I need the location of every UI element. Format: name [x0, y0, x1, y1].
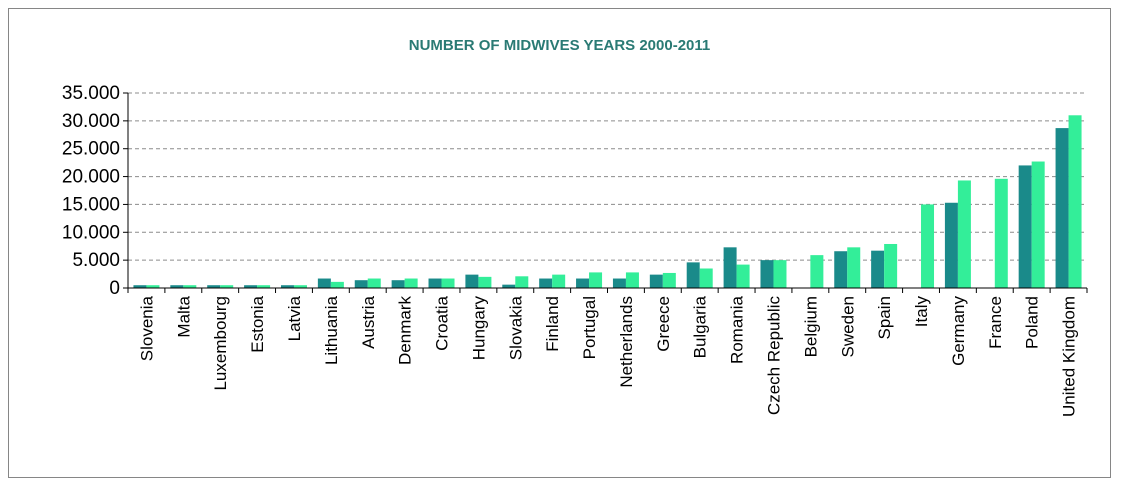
category-label: Estonia: [248, 295, 267, 352]
bar-dark: [465, 274, 479, 288]
bar-light: [1068, 115, 1082, 289]
category-label: Germany: [949, 296, 968, 366]
bar-light: [625, 272, 639, 288]
category-label: Finland: [543, 296, 562, 352]
category-label: Italy: [912, 296, 931, 328]
bar-light: [921, 204, 935, 288]
bar-light: [441, 278, 455, 288]
category-label: Romania: [728, 295, 747, 364]
category-label: United Kingdom: [1060, 296, 1079, 417]
bar-light: [589, 272, 603, 288]
category-label: Austria: [359, 295, 378, 348]
category-label: Slovakia: [506, 295, 525, 360]
bar-dark: [723, 247, 737, 288]
category-label: Denmark: [396, 296, 415, 365]
bar-light: [552, 274, 566, 288]
bar-light: [257, 285, 271, 288]
category-label: Lithuania: [322, 295, 341, 365]
bar-light: [220, 285, 234, 288]
category-label: Belgium: [801, 296, 820, 357]
bar-light: [810, 255, 824, 288]
bar-dark: [871, 250, 885, 288]
bar-light: [736, 264, 750, 288]
bar-light: [330, 281, 344, 288]
bar-light: [404, 278, 418, 288]
category-label: Hungary: [469, 296, 488, 361]
chart-title: NUMBER OF MIDWIVES YEARS 2000-2011: [408, 37, 711, 54]
bar-dark: [502, 284, 516, 288]
category-label: Latvia: [285, 295, 304, 341]
y-tick-label: 30.000: [62, 111, 120, 132]
bar-light: [367, 278, 381, 288]
bar-dark: [280, 285, 294, 288]
bar-light: [773, 260, 787, 288]
bar-light: [293, 285, 307, 288]
category-label: Portugal: [580, 296, 599, 359]
bar-dark: [576, 278, 590, 288]
bar-light: [146, 285, 160, 288]
bar-dark: [760, 260, 774, 288]
category-label: Poland: [1023, 296, 1042, 349]
bar-dark: [207, 285, 221, 288]
bar-light: [957, 180, 971, 288]
bar-light: [478, 276, 492, 288]
bar-light: [699, 268, 713, 288]
category-label: Luxembourg: [211, 296, 230, 391]
bar-dark: [170, 285, 184, 288]
bar-light: [662, 272, 676, 288]
bar-light: [183, 285, 197, 288]
y-tick-label: 15.000: [62, 194, 120, 215]
bar-dark: [428, 278, 442, 288]
category-label: Malta: [174, 295, 193, 337]
y-tick-label: 25.000: [62, 139, 120, 160]
category-label: Spain: [875, 296, 894, 339]
bar-dark: [354, 280, 368, 288]
category-label: Slovenia: [137, 295, 156, 361]
y-tick-label: 0: [109, 278, 120, 299]
bar-dark: [1018, 165, 1032, 288]
bar-light: [847, 247, 861, 288]
bar-dark: [612, 278, 626, 288]
bar-dark: [649, 274, 663, 288]
category-label: Czech Republic: [764, 296, 783, 416]
y-tick-label: 10.000: [62, 222, 120, 243]
bar-light: [1031, 161, 1045, 288]
y-tick-label: 20.000: [62, 167, 120, 188]
category-label: Bulgaria: [691, 295, 710, 358]
category-label: Greece: [654, 296, 673, 352]
bar-dark: [317, 278, 331, 288]
bar-dark: [944, 202, 958, 288]
bar-dark: [539, 278, 553, 288]
y-tick-label: 35.000: [62, 83, 120, 104]
bar-dark: [391, 280, 405, 288]
bar-dark: [244, 285, 258, 288]
category-label: Sweden: [838, 296, 857, 357]
bar-dark: [834, 251, 848, 288]
bar-light: [994, 178, 1008, 288]
category-label: Netherlands: [617, 296, 636, 388]
category-label: Croatia: [433, 295, 452, 350]
bar-light: [884, 243, 898, 288]
bar-dark: [1055, 128, 1069, 288]
bar-light: [515, 276, 529, 288]
bar-dark: [686, 262, 700, 288]
bar-dark: [133, 285, 147, 288]
category-label: France: [986, 296, 1005, 349]
y-tick-label: 5.000: [72, 250, 120, 271]
